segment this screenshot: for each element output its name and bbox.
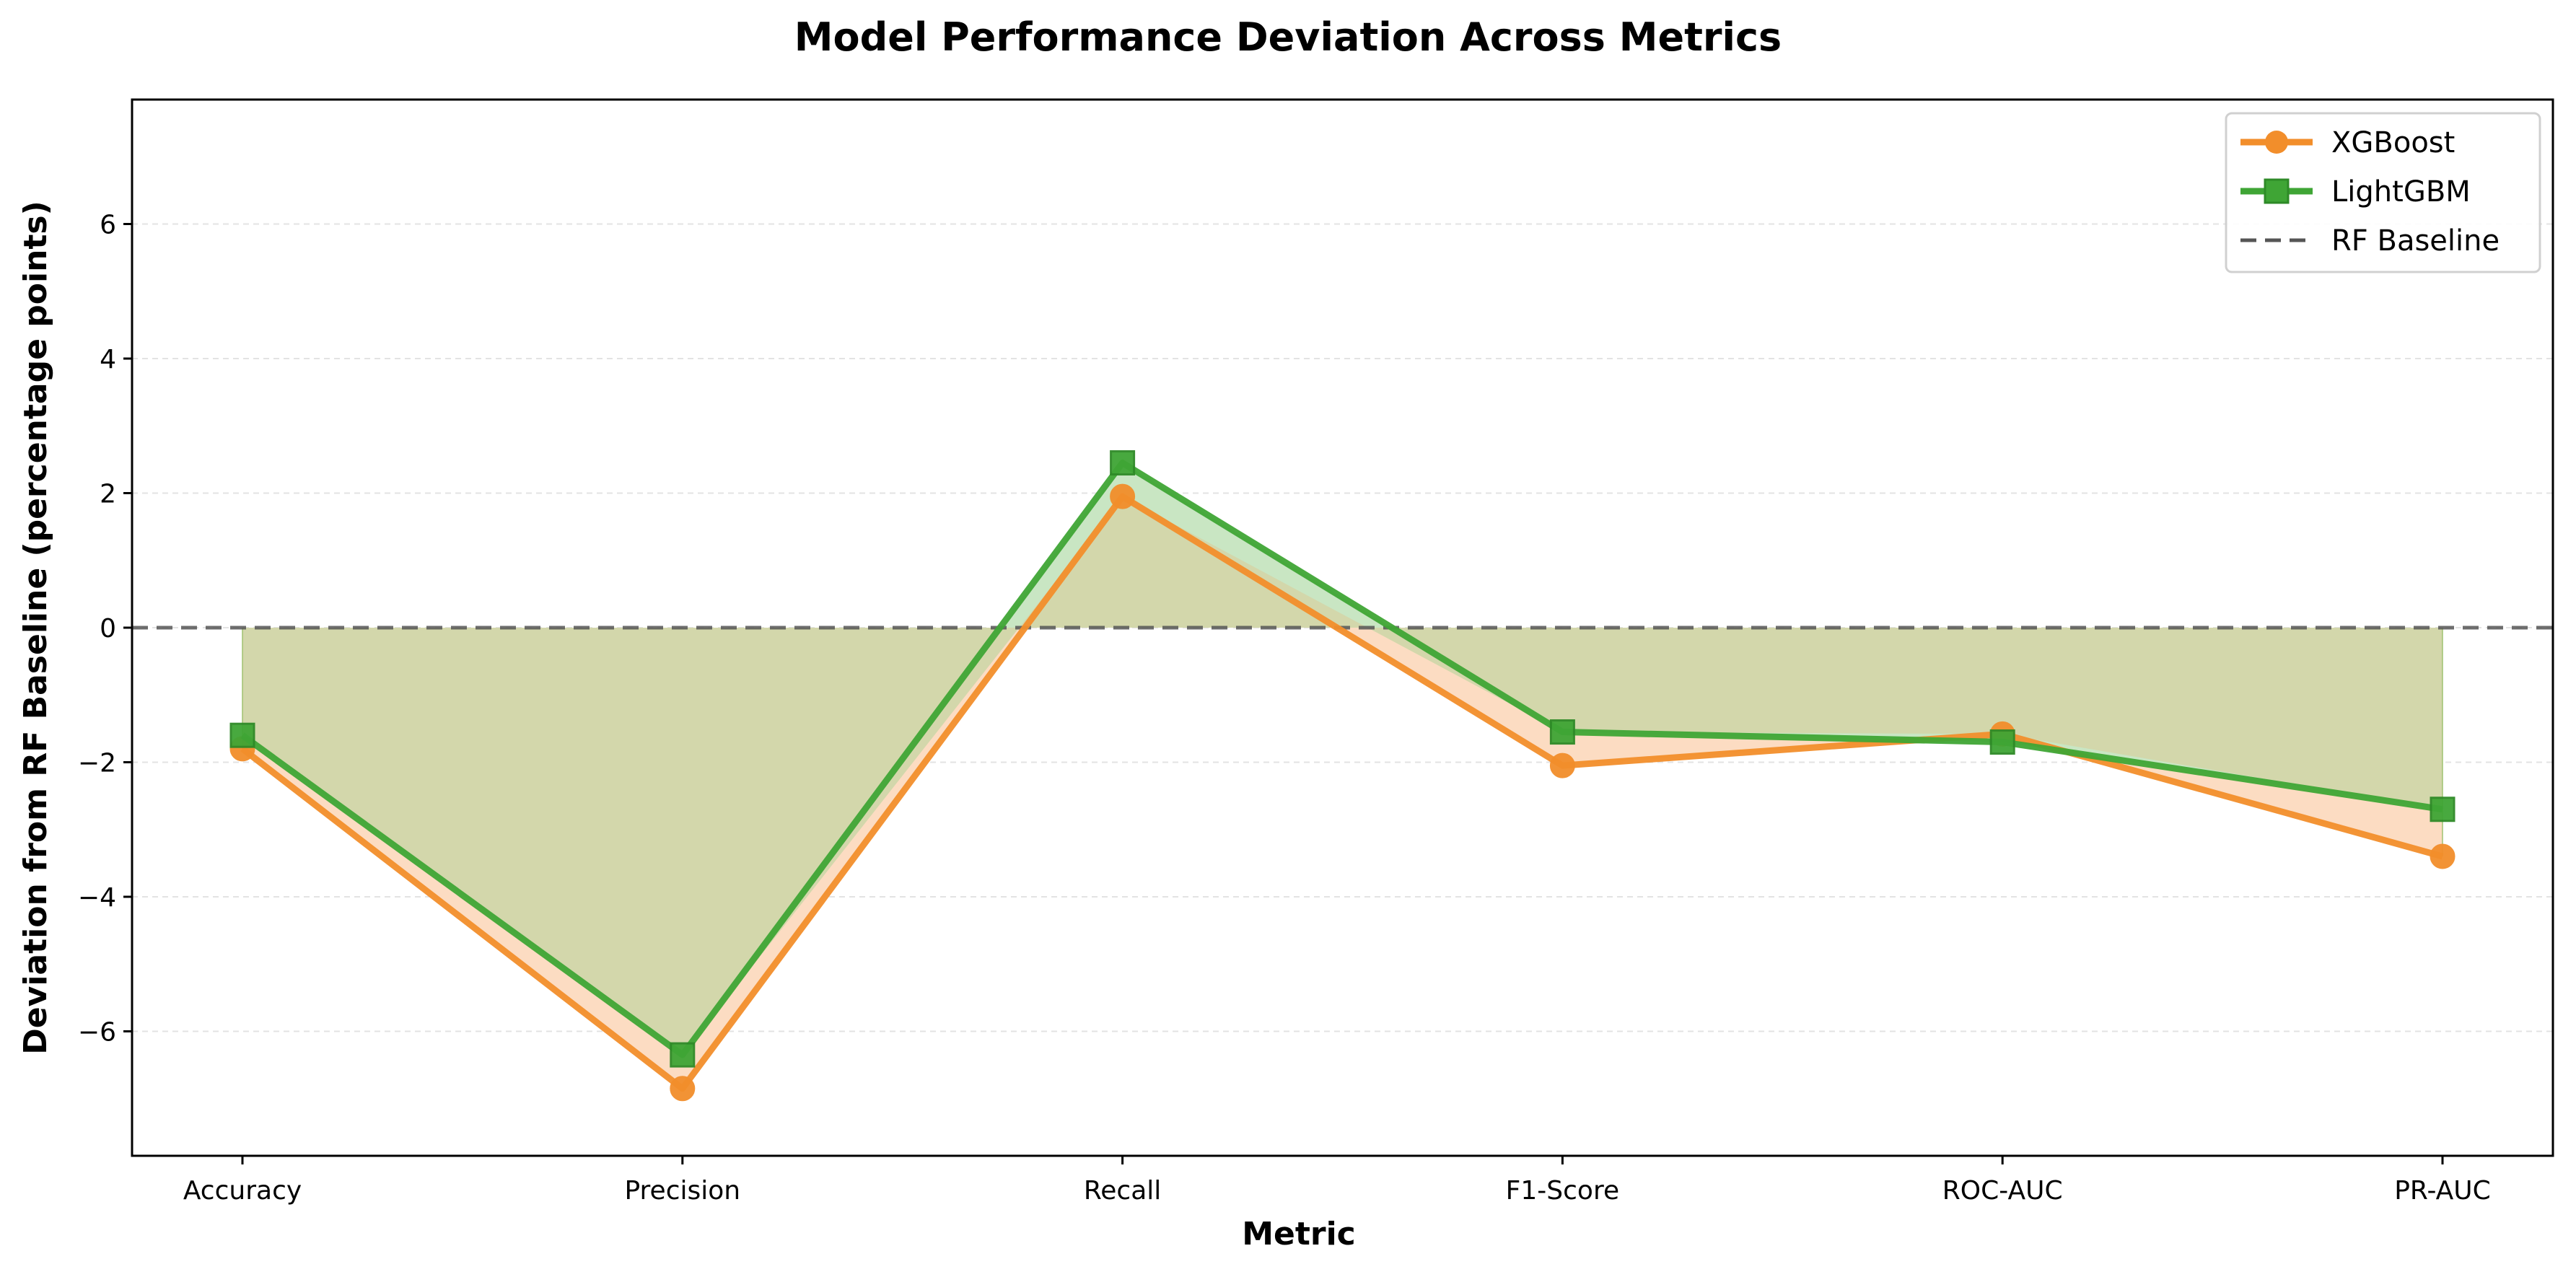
overlap-fill (242, 496, 2443, 1056)
data-point-lightgbm (1549, 719, 1575, 745)
legend-label: XGBoost (2331, 126, 2455, 159)
x-tick-label: ROC-AUC (1942, 1176, 2063, 1206)
x-axis-label: Metric (1242, 1216, 1356, 1252)
legend-box (2225, 112, 2541, 273)
legend-label: RF Baseline (2331, 224, 2500, 258)
y-axis-label: Deviation from RF Baseline (percentage p… (17, 201, 54, 1054)
x-tick-label: PR-AUC (2394, 1176, 2491, 1206)
legend-marker-xgboost (2265, 131, 2288, 154)
y-tick-label: 4 (100, 345, 116, 374)
legend-label: LightGBM (2331, 175, 2471, 209)
x-tick-label: Precision (624, 1176, 740, 1206)
data-point-xgboost (670, 1076, 696, 1102)
data-point-xgboost (1110, 483, 1136, 509)
y-tick-label: 0 (100, 614, 116, 644)
data-point-lightgbm (229, 722, 255, 748)
x-tick-label: Recall (1084, 1176, 1161, 1206)
y-tick-label: −6 (78, 1017, 116, 1047)
chart-title: Model Performance Deviation Across Metri… (794, 14, 1782, 60)
data-point-lightgbm (670, 1042, 696, 1068)
y-tick-label: −2 (78, 748, 116, 778)
series-line-lightgbm (240, 460, 2443, 1058)
legend-marker-lightgbm (2264, 178, 2290, 204)
x-tick-label: F1-Score (1506, 1176, 1619, 1206)
legend: XGBoost LightGBM RF Baseline (2225, 112, 2541, 273)
x-tick-label: Accuracy (183, 1176, 302, 1206)
y-tick-label: 2 (100, 480, 116, 509)
y-tick-label: 6 (100, 211, 116, 240)
data-point-lightgbm (2430, 797, 2455, 822)
data-point-lightgbm (1989, 729, 2015, 755)
plot-area: −6 −4 −2 0 2 4 6 Accuracy Precision Recall F1-Scor… (78, 98, 2554, 1206)
data-point-xgboost (1549, 752, 1575, 778)
data-point-xgboost (2430, 843, 2455, 869)
data-point-lightgbm (1110, 450, 1136, 476)
y-tick-label: −4 (78, 883, 116, 913)
